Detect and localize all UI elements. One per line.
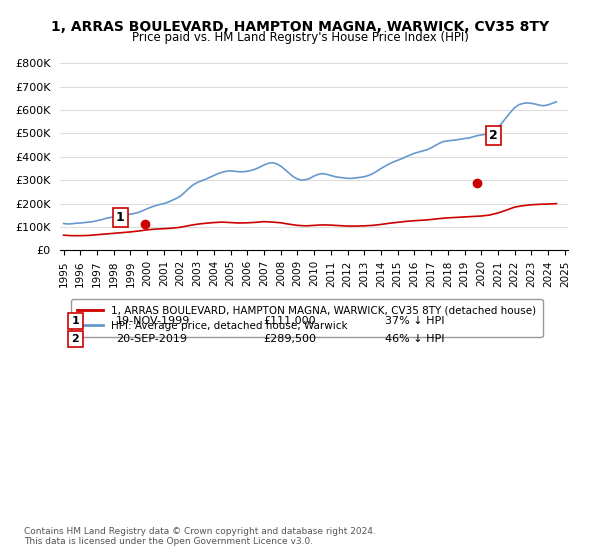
Text: 37% ↓ HPI: 37% ↓ HPI: [385, 316, 445, 326]
Text: 2: 2: [490, 129, 498, 142]
Legend: 1, ARRAS BOULEVARD, HAMPTON MAGNA, WARWICK, CV35 8TY (detached house), HPI: Aver: 1, ARRAS BOULEVARD, HAMPTON MAGNA, WARWI…: [71, 300, 542, 337]
Text: 1: 1: [116, 211, 125, 224]
Text: 20-SEP-2019: 20-SEP-2019: [116, 334, 187, 344]
Text: £111,000: £111,000: [263, 316, 316, 326]
Text: Price paid vs. HM Land Registry's House Price Index (HPI): Price paid vs. HM Land Registry's House …: [131, 31, 469, 44]
Text: £289,500: £289,500: [263, 334, 316, 344]
Text: 19-NOV-1999: 19-NOV-1999: [116, 316, 190, 326]
Text: 46% ↓ HPI: 46% ↓ HPI: [385, 334, 445, 344]
Text: 1, ARRAS BOULEVARD, HAMPTON MAGNA, WARWICK, CV35 8TY: 1, ARRAS BOULEVARD, HAMPTON MAGNA, WARWI…: [51, 20, 549, 34]
Text: 2: 2: [71, 334, 79, 344]
Text: Contains HM Land Registry data © Crown copyright and database right 2024.
This d: Contains HM Land Registry data © Crown c…: [24, 526, 376, 546]
Text: 1: 1: [71, 316, 79, 326]
